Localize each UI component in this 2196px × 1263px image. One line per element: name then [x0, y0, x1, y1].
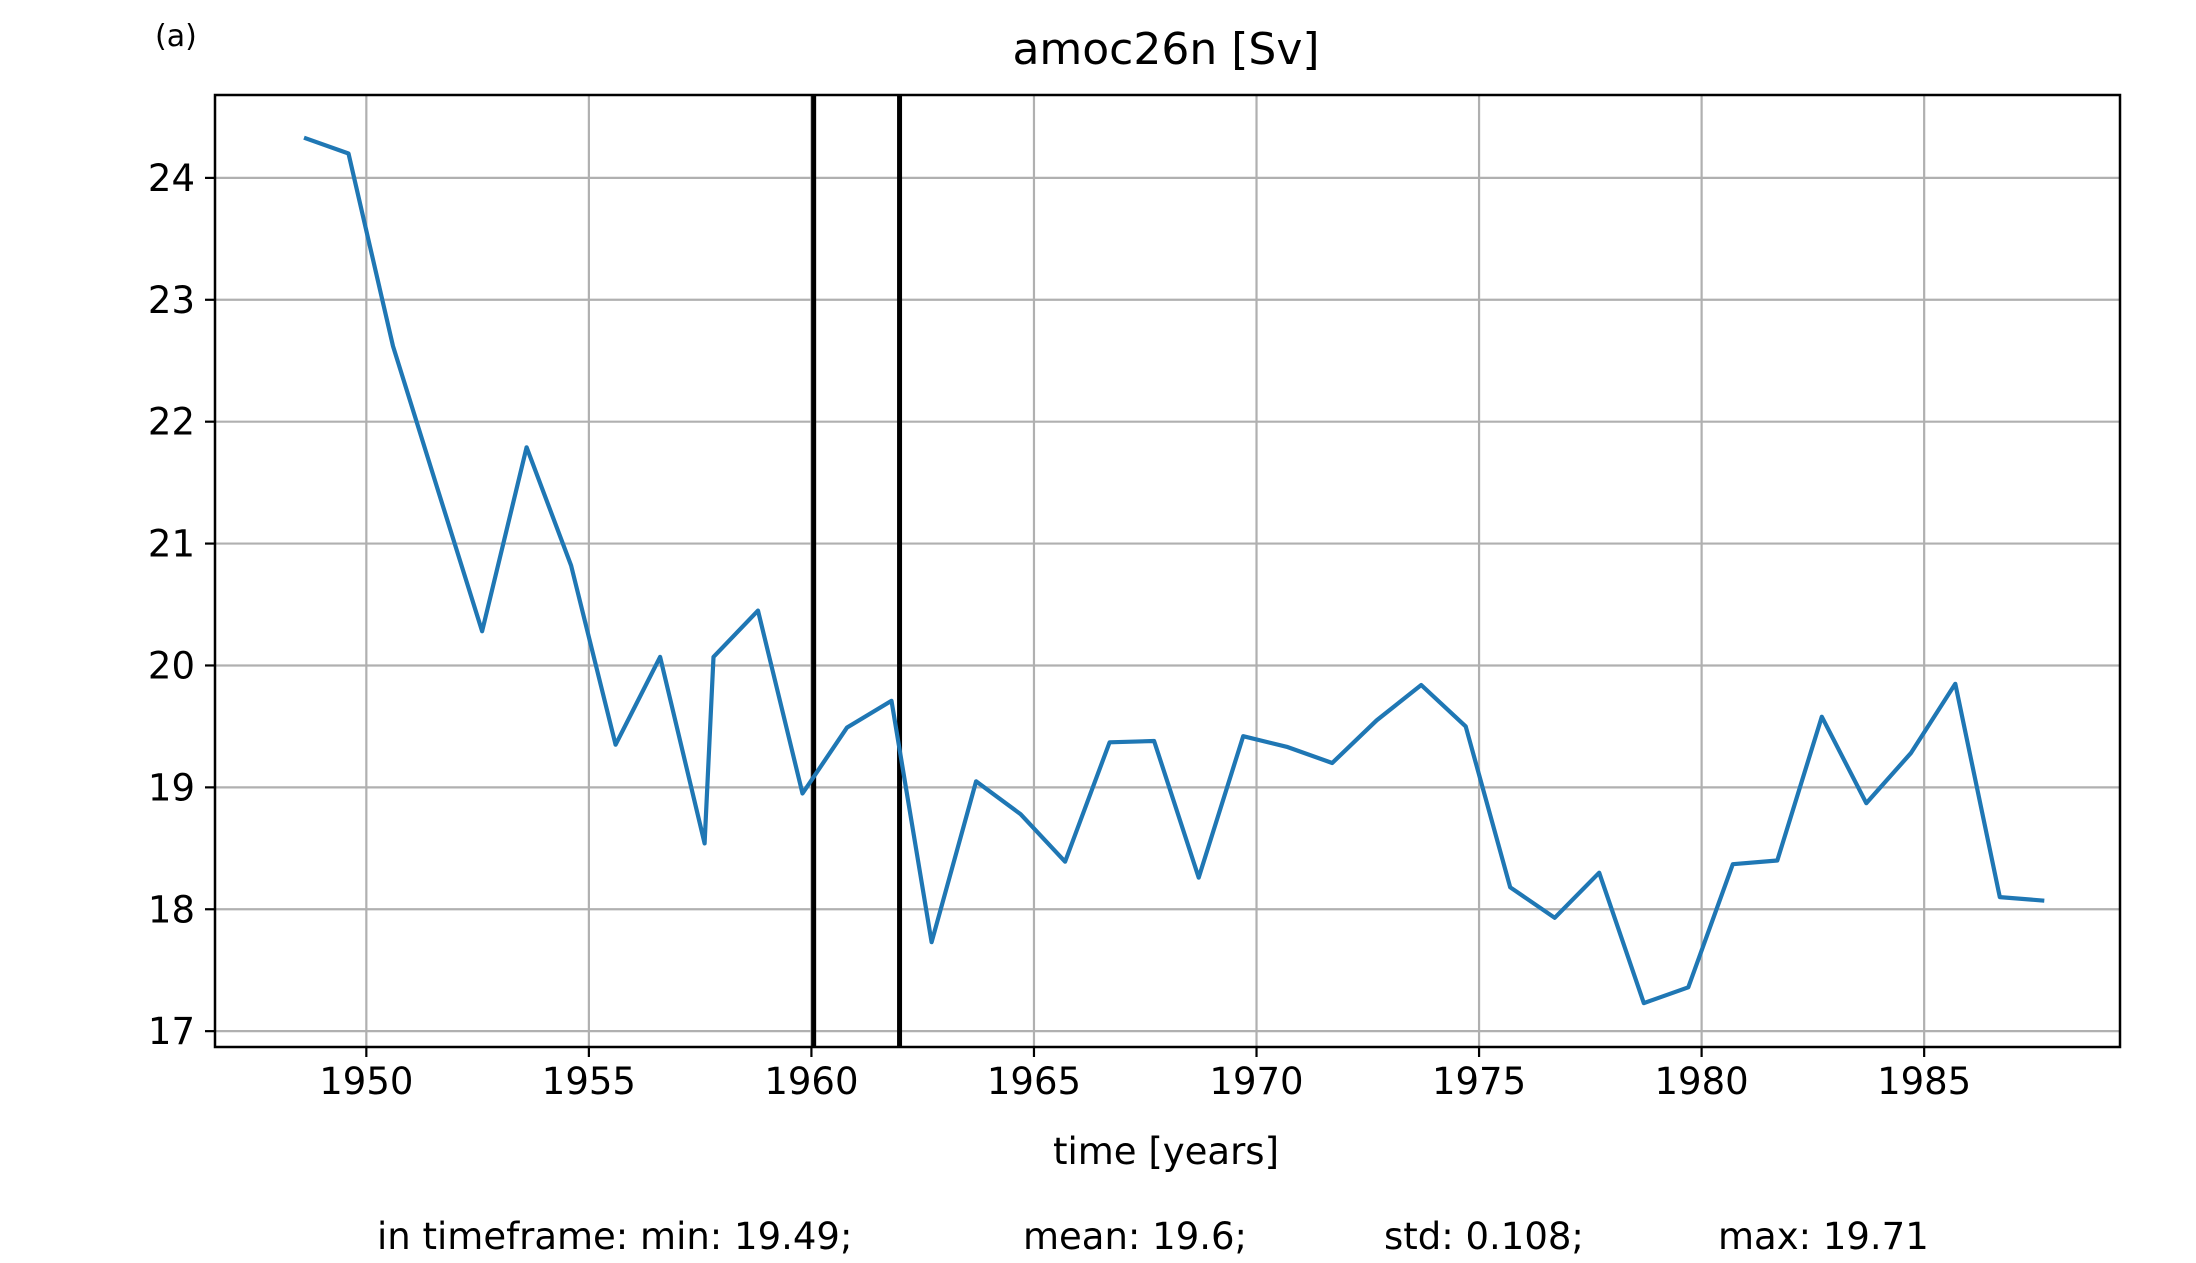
x-tick-label: 1980: [1655, 1060, 1749, 1103]
grid: [215, 95, 2120, 1047]
x-tick-label: 1965: [987, 1060, 1081, 1103]
y-tick-label: 24: [148, 157, 195, 200]
series-layer: [303, 135, 2045, 1006]
vertical-markers: [811, 95, 903, 1047]
y-tick-label: 23: [148, 279, 195, 322]
y-tick-label: 17: [148, 1010, 195, 1053]
x-tick-label: 1950: [319, 1060, 413, 1103]
chart-title: amoc26n [Sv]: [1012, 24, 1319, 75]
x-tick-label: 1975: [1432, 1060, 1526, 1103]
x-tick-label: 1955: [542, 1060, 636, 1103]
plot-frame: [213, 93, 2122, 1049]
stat-std: std: 0.108;: [1384, 1215, 1584, 1258]
x-tick-label: 1960: [764, 1060, 858, 1103]
ticks: 1950 1955 1960 1965 1970 1975 1980 1985 17 18 19 20…: [148, 157, 1971, 1103]
stat-mean: mean: 19.6;: [1023, 1215, 1247, 1258]
x-tick-label: 1985: [1877, 1060, 1971, 1103]
stat-max: max: 19.71: [1718, 1215, 1929, 1258]
x-tick-label: 1970: [1209, 1060, 1303, 1103]
y-tick-label: 22: [148, 401, 195, 444]
y-tick-label: 19: [148, 766, 195, 809]
y-tick-label: 21: [148, 523, 195, 566]
y-tick-label: 20: [148, 644, 195, 687]
series-line: [303, 135, 2045, 1006]
y-tick-label: 18: [148, 888, 195, 931]
panel-label: (a): [155, 19, 197, 54]
stat-min: in timeframe: min: 19.49;: [377, 1215, 852, 1258]
x-axis-label: time [years]: [1053, 1130, 1279, 1173]
